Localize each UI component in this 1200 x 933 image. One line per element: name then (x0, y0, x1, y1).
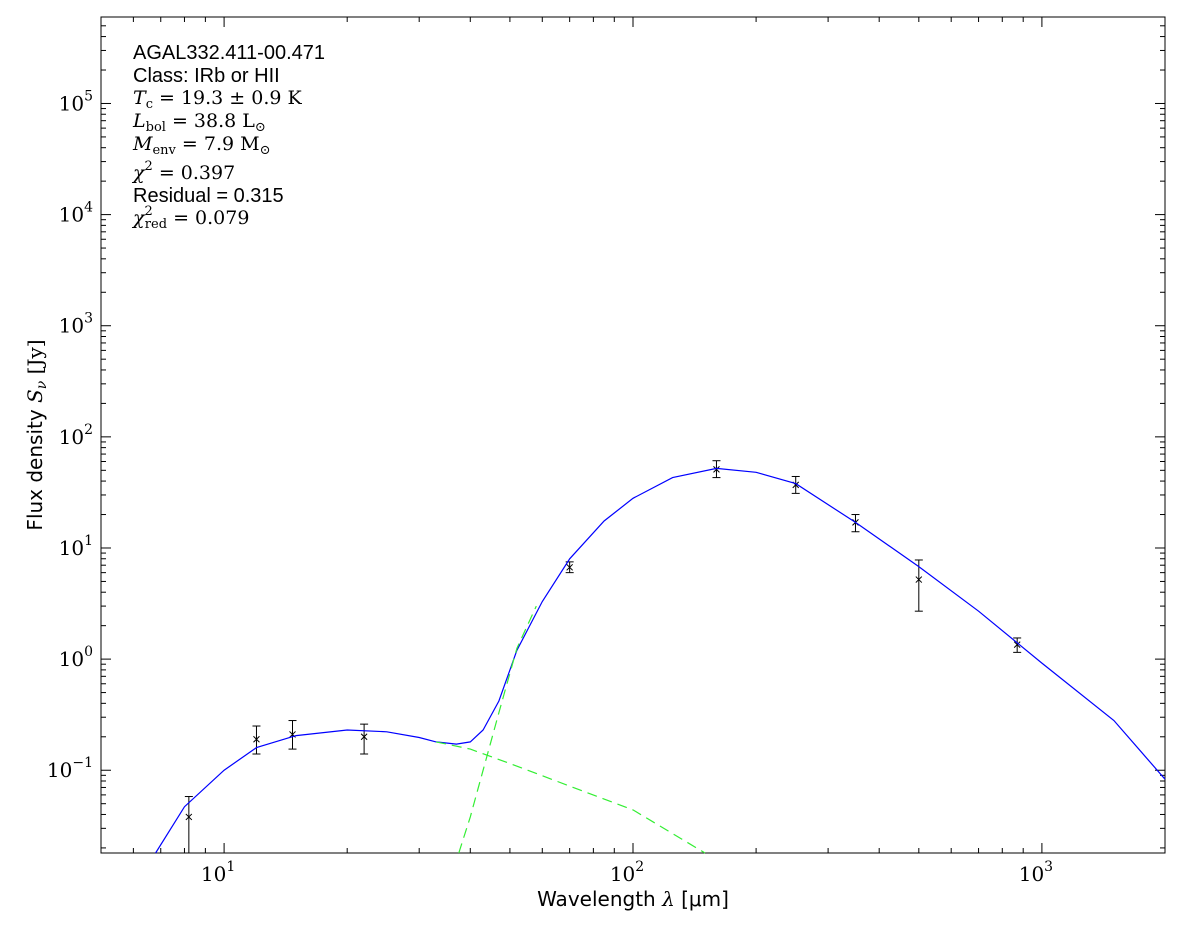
component-curve (435, 741, 706, 854)
data-point-errorbar (1013, 637, 1022, 653)
x-tick-label: 101 (201, 859, 235, 886)
x-tick-base: 10 (610, 862, 635, 886)
data-point-errorbar (712, 460, 721, 479)
y-tick-base: 10 (59, 314, 84, 338)
y-tick-label: 103 (59, 311, 93, 338)
y-tick-base: 10 (59, 536, 84, 560)
x-tick-label: 103 (1019, 859, 1053, 886)
data-point-marker (713, 466, 720, 473)
y-tick-label: 101 (59, 533, 93, 560)
menv-line: Menv = 7.9 M⊙ (132, 133, 271, 158)
y-tick-exponent: 0 (84, 644, 93, 660)
y-tick-base: 10 (59, 91, 84, 115)
class-label: Class: IRb or HII (133, 65, 280, 87)
y-tick-base: 10 (59, 425, 84, 449)
data-point-errorbar (851, 514, 860, 533)
x-tick-exponent: 2 (635, 859, 644, 875)
y-tick-exponent: 5 (84, 88, 93, 104)
chi2-line: χ2 = 0.397 (131, 159, 235, 184)
series-layer (155, 460, 1166, 854)
source-name: AGAL332.411-00.471 (133, 42, 325, 64)
data-point-errorbar (565, 561, 574, 574)
data-point-marker (915, 576, 923, 583)
data-point-errorbar (252, 725, 261, 755)
tc-line: Tc = 19.3 ± 0.9 K (133, 87, 303, 112)
y-tick-label: 10−1 (47, 755, 93, 782)
y-tick-base: 10 (59, 647, 84, 671)
data-point-marker (1013, 641, 1021, 648)
y-tick-label: 105 (59, 88, 93, 115)
y-tick-exponent: 1 (84, 533, 93, 549)
chi2red-line: χ2 red = 0.079 (131, 204, 249, 232)
lbol-line: Lbol = 38.8 L⊙ (132, 110, 266, 135)
data-point-errorbar (914, 559, 923, 612)
data-point-errorbar (288, 720, 297, 750)
y-tick-base: 10 (47, 758, 72, 782)
data-point-marker (360, 733, 368, 741)
y-tick-label: 104 (59, 200, 93, 227)
x-tick-exponent: 1 (226, 859, 235, 875)
x-tick-base: 10 (1019, 862, 1044, 886)
x-axis-label: Wavelength λ [μm] (537, 887, 729, 911)
annotation-block: AGAL332.411-00.471 Class: IRb or HII Tc … (131, 42, 325, 232)
residual-line: Residual = 0.315 (133, 185, 284, 207)
data-point-errorbar (184, 796, 193, 854)
y-tick-exponent: 2 (84, 422, 93, 438)
total-model-curve (155, 467, 1166, 854)
data-point-marker (185, 813, 193, 821)
data-point-errorbar (360, 723, 369, 755)
y-tick-exponent: −1 (72, 755, 93, 771)
y-tick-exponent: 4 (84, 200, 93, 216)
x-tick-exponent: 3 (1044, 859, 1053, 875)
data-point-marker (253, 735, 260, 743)
y-tick-base: 10 (59, 203, 84, 227)
x-tick-label: 102 (610, 859, 644, 886)
x-tick-base: 10 (201, 862, 226, 886)
y-tick-label: 100 (59, 644, 93, 671)
data-point-errorbar (791, 475, 800, 494)
y-axis-label: Flux density Sν [Jy] (23, 339, 50, 530)
y-tick-label: 102 (59, 422, 93, 449)
y-tick-exponent: 3 (84, 311, 93, 327)
component-curve (458, 605, 537, 854)
data-point-marker (566, 563, 574, 571)
